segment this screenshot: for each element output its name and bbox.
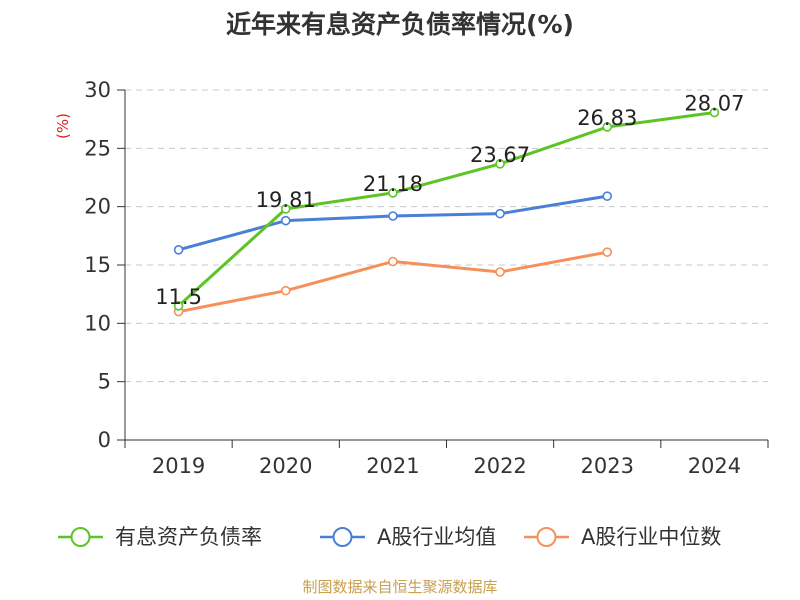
data-labels: 11.5 19.81 21.18 23.67 26.83 28.07 [155,92,744,309]
x-tick-label: 2022 [473,454,526,478]
data-point [709,107,720,118]
legend-item: A股行业中位数 [524,525,721,549]
legend-label: A股行业中位数 [581,525,721,549]
data-point [388,188,398,198]
legend-marker [70,527,91,547]
legend-label: 有息资产负债率 [115,525,262,549]
data-label: 21.18 [363,172,423,196]
x-tick-label: 2024 [688,454,741,478]
x-tick-label: 2020 [259,454,312,478]
chart-title: 近年来有息资产负债率情况(%) [226,10,574,39]
data-label: 19.81 [256,188,316,212]
y-tick-label: 30 [84,78,111,102]
data-label: 26.83 [577,106,637,130]
legend-label: A股行业均值 [377,525,496,549]
data-point [280,204,291,214]
y-tick-label: 15 [84,253,111,277]
y-tick-label: 20 [84,195,111,219]
y-tick-label: 5 [98,370,111,394]
source-note: 制图数据来自恒生聚源数据库 [302,578,497,596]
x-tick-label: 2021 [366,454,419,478]
data-point [388,211,398,221]
legend-item: 有息资产负债率 [58,525,262,549]
data-label: 23.67 [470,143,530,167]
grid-lines [125,89,768,383]
legend-marker [332,527,353,547]
data-point [495,208,505,219]
legend: 有息资产负债率 A股行业均值 A股行业中位数 [58,525,721,549]
y-tick-label: 0 [98,428,111,452]
data-point [173,301,184,311]
y-tick-label: 25 [84,136,111,160]
data-label: 11.5 [155,285,202,309]
data-point [602,247,613,257]
series-line [178,194,608,252]
x-tick-label: 2019 [152,454,205,478]
data-point [280,285,291,296]
data-point [602,122,613,132]
data-point [602,191,613,201]
data-point [495,267,505,277]
legend-marker [536,527,557,547]
x-tick-label: 2023 [581,454,634,478]
series-layer [173,107,720,317]
data-point [173,245,184,255]
data-point [495,159,505,169]
series-line [177,111,715,307]
data-point [280,215,291,226]
legend-item: A股行业均值 [320,525,496,549]
data-label: 28.07 [684,92,744,116]
axes: 0 5 10 15 20 25 30 2019 2020 2021 2022 2023 2024 [84,78,769,478]
data-point [388,256,398,267]
y-axis-label: (%) [54,113,72,139]
y-tick-label: 10 [84,311,111,335]
